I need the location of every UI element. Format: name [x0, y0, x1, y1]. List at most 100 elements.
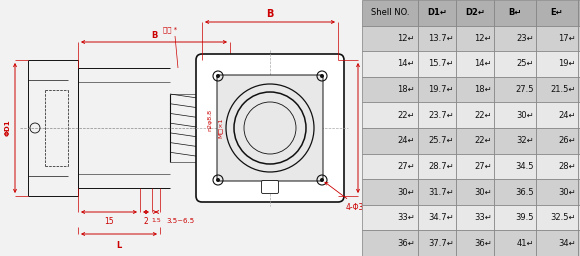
Bar — [494, 179, 536, 205]
Text: B↵: B↵ — [508, 8, 521, 17]
Text: 33↵: 33↵ — [474, 213, 492, 222]
Bar — [536, 77, 578, 102]
Bar — [362, 102, 418, 128]
Bar — [578, 102, 580, 128]
Text: 27↵: 27↵ — [474, 162, 492, 171]
Text: 14↵: 14↵ — [397, 59, 415, 69]
Text: 32.5↵: 32.5↵ — [550, 213, 576, 222]
Text: 22↵: 22↵ — [474, 111, 492, 120]
Bar — [418, 0, 456, 26]
Text: E: E — [362, 123, 369, 133]
Bar — [536, 102, 578, 128]
Bar — [418, 51, 456, 77]
Bar — [362, 179, 418, 205]
Text: M□×1: M□×1 — [218, 118, 223, 138]
Bar — [578, 128, 580, 154]
Text: 24↵: 24↵ — [397, 136, 415, 145]
Text: 34.5: 34.5 — [516, 162, 534, 171]
Bar — [418, 154, 456, 179]
Text: 36↵: 36↵ — [397, 239, 415, 248]
Text: 37.7↵: 37.7↵ — [428, 239, 454, 248]
Text: 34↵: 34↵ — [559, 239, 576, 248]
Bar — [536, 51, 578, 77]
Text: 4-Φ3.2: 4-Φ3.2 — [325, 182, 372, 212]
Text: 2: 2 — [144, 217, 148, 226]
Text: 21.5↵: 21.5↵ — [550, 85, 576, 94]
Text: 19↵: 19↵ — [559, 59, 576, 69]
Text: 28↵: 28↵ — [559, 162, 576, 171]
Text: 22↵: 22↵ — [397, 111, 415, 120]
Text: ΦD1: ΦD1 — [5, 120, 11, 136]
Text: 30↵: 30↵ — [516, 111, 534, 120]
Text: 33↵: 33↵ — [397, 213, 415, 222]
Bar — [536, 205, 578, 230]
Bar — [536, 179, 578, 205]
Bar — [578, 205, 580, 230]
Bar — [578, 51, 580, 77]
Bar — [362, 154, 418, 179]
Bar — [418, 205, 456, 230]
Bar — [494, 230, 536, 256]
Text: 13.7↵: 13.7↵ — [429, 34, 454, 43]
Bar — [494, 26, 536, 51]
Text: L: L — [117, 240, 122, 250]
Bar — [578, 154, 580, 179]
Bar — [456, 26, 494, 51]
Bar — [494, 77, 536, 102]
Bar — [362, 230, 418, 256]
Bar — [456, 0, 494, 26]
Text: n2φ8.8: n2φ8.8 — [208, 109, 212, 131]
Text: 12↵: 12↵ — [474, 34, 492, 43]
Bar — [494, 154, 536, 179]
Bar — [578, 26, 580, 51]
Bar — [456, 205, 494, 230]
Text: 28.7↵: 28.7↵ — [429, 162, 454, 171]
Text: 1.5: 1.5 — [151, 219, 161, 223]
Bar — [494, 51, 536, 77]
Bar — [494, 205, 536, 230]
Bar — [578, 77, 580, 102]
Bar — [578, 0, 580, 26]
Text: E↵: E↵ — [550, 8, 563, 17]
Text: 23↵: 23↵ — [516, 34, 534, 43]
Text: 27.5: 27.5 — [516, 85, 534, 94]
Bar — [494, 102, 536, 128]
Text: 12↵: 12↵ — [397, 34, 415, 43]
Text: 36.5: 36.5 — [516, 187, 534, 197]
Text: 25↵: 25↵ — [517, 59, 534, 69]
FancyBboxPatch shape — [196, 54, 344, 202]
Bar — [456, 154, 494, 179]
Text: B: B — [151, 30, 157, 39]
Text: 30↵: 30↵ — [397, 187, 415, 197]
Text: 34.7↵: 34.7↵ — [429, 213, 454, 222]
Text: B: B — [266, 9, 274, 19]
Text: 15: 15 — [104, 217, 114, 226]
Bar — [578, 179, 580, 205]
Bar — [456, 102, 494, 128]
Bar — [536, 154, 578, 179]
Text: 24↵: 24↵ — [559, 111, 576, 120]
Bar — [418, 230, 456, 256]
Text: Shell NO.: Shell NO. — [371, 8, 409, 17]
Bar — [456, 230, 494, 256]
Text: 36↵: 36↵ — [474, 239, 492, 248]
Text: 19.7↵: 19.7↵ — [429, 85, 454, 94]
Text: 23.7↵: 23.7↵ — [429, 111, 454, 120]
Text: 15.7↵: 15.7↵ — [429, 59, 454, 69]
Text: 30↵: 30↵ — [559, 187, 576, 197]
Text: 22↵: 22↵ — [474, 136, 492, 145]
Bar — [418, 179, 456, 205]
Circle shape — [320, 178, 324, 182]
Bar — [536, 0, 578, 26]
Text: 27↵: 27↵ — [397, 162, 415, 171]
Bar — [362, 77, 418, 102]
Text: 26↵: 26↵ — [559, 136, 576, 145]
Text: 17↵: 17↵ — [559, 34, 576, 43]
Bar — [456, 179, 494, 205]
Text: 32↵: 32↵ — [516, 136, 534, 145]
Bar — [362, 51, 418, 77]
Circle shape — [216, 74, 220, 78]
Bar — [456, 51, 494, 77]
Bar — [362, 205, 418, 230]
Bar — [418, 77, 456, 102]
